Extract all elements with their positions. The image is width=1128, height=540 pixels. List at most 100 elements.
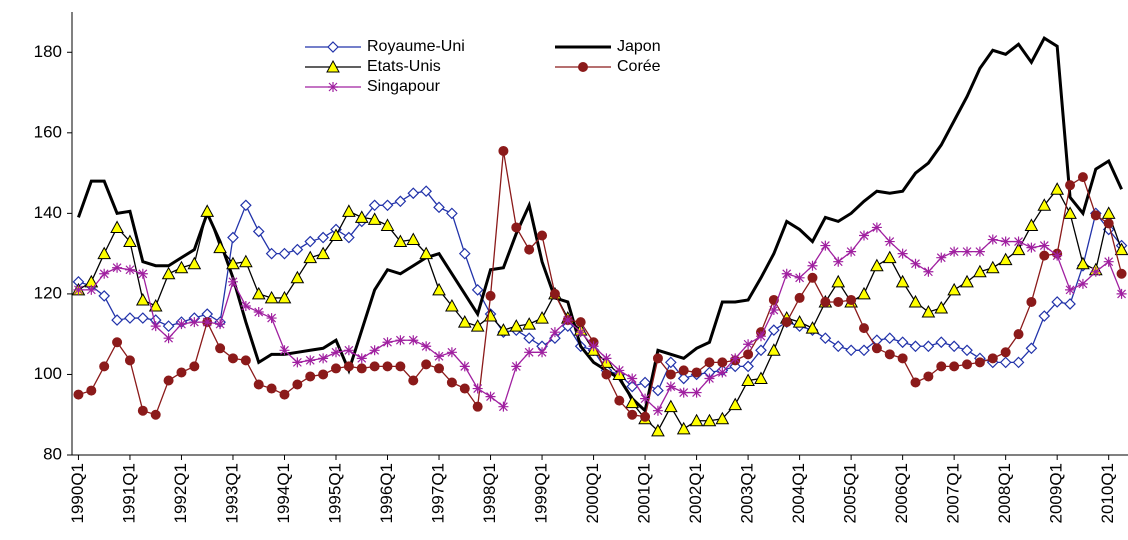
marker [522, 317, 537, 330]
marker [792, 315, 807, 328]
marker [1039, 240, 1050, 251]
marker [549, 288, 560, 299]
marker [614, 395, 625, 406]
marker [434, 363, 445, 374]
marker [934, 300, 949, 314]
marker [472, 401, 483, 412]
marker [781, 317, 792, 328]
marker [523, 332, 536, 345]
marker [1038, 310, 1051, 322]
x-tick-label: 1995Q1 [325, 463, 344, 524]
marker [1013, 329, 1024, 340]
marker [73, 284, 84, 295]
marker [704, 373, 715, 384]
marker [728, 397, 743, 411]
marker [549, 327, 560, 338]
marker [135, 292, 150, 306]
marker [419, 246, 433, 260]
marker [472, 383, 483, 394]
marker [174, 260, 189, 274]
x-tick-label: 2001Q1 [635, 463, 654, 524]
marker [292, 357, 303, 368]
marker [794, 272, 805, 283]
marker [407, 187, 420, 200]
marker [356, 353, 367, 364]
marker [883, 332, 896, 345]
marker [369, 345, 380, 356]
marker [498, 145, 509, 156]
marker [304, 235, 317, 248]
marker [691, 367, 702, 378]
marker [807, 272, 818, 283]
marker [601, 369, 612, 380]
marker [498, 401, 509, 412]
marker [176, 319, 187, 330]
marker [1064, 298, 1076, 310]
marker [1026, 296, 1037, 307]
marker [677, 372, 690, 385]
marker [895, 274, 910, 288]
marker [215, 319, 226, 330]
marker [947, 282, 961, 296]
marker [859, 323, 869, 334]
marker [290, 270, 305, 284]
marker [227, 231, 239, 244]
marker [1013, 236, 1024, 247]
marker [266, 313, 277, 324]
marker [1025, 342, 1038, 355]
legend-item: Etats-Unis [305, 58, 441, 75]
marker [111, 314, 123, 326]
marker [1103, 218, 1114, 229]
marker [639, 376, 651, 389]
marker [665, 369, 676, 380]
marker [329, 228, 343, 242]
marker [150, 409, 161, 420]
x-tick-label: 1997Q1 [429, 463, 448, 524]
marker [627, 409, 638, 420]
x-tick-label: 2002Q1 [686, 463, 705, 524]
x-tick-label: 2009Q1 [1047, 463, 1066, 524]
marker [923, 371, 934, 382]
marker [395, 335, 406, 346]
marker [331, 347, 341, 358]
marker [240, 199, 252, 212]
x-tick-label: 1992Q1 [171, 463, 190, 524]
marker [457, 315, 472, 328]
marker [200, 204, 215, 217]
series-line [77, 36, 1123, 414]
marker [279, 389, 290, 400]
marker [99, 361, 110, 372]
marker [678, 387, 689, 398]
marker [148, 298, 163, 312]
series-line [78, 226, 1123, 412]
marker [859, 230, 869, 241]
marker [227, 353, 238, 364]
marker [831, 274, 846, 288]
marker [356, 363, 367, 374]
series [71, 182, 1128, 437]
marker [1090, 266, 1101, 277]
marker [380, 218, 395, 231]
legend-item: Japon [555, 38, 661, 55]
marker [640, 411, 651, 422]
marker [485, 391, 496, 402]
marker [161, 266, 176, 280]
marker [805, 321, 820, 334]
marker [614, 365, 625, 376]
marker [1103, 256, 1114, 267]
x-tick-label: 1990Q1 [68, 463, 87, 524]
marker [264, 290, 279, 304]
marker [987, 234, 998, 245]
marker [717, 367, 728, 378]
marker [640, 393, 651, 404]
marker [962, 246, 973, 257]
marker [305, 371, 316, 382]
marker [227, 276, 238, 287]
marker [870, 258, 884, 272]
marker [897, 248, 908, 259]
marker [833, 256, 844, 267]
marker [884, 236, 895, 247]
marker [717, 357, 728, 368]
marker [266, 383, 277, 394]
marker [537, 347, 548, 358]
